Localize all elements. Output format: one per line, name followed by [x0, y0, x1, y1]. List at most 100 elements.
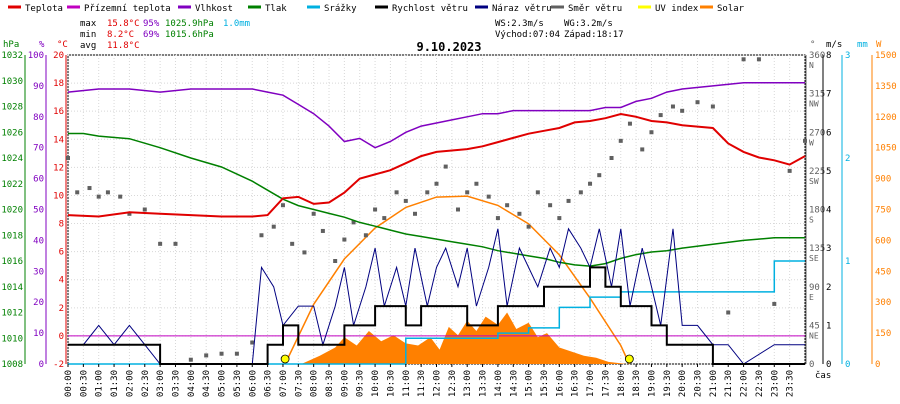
rain-axis-tick: 2: [845, 154, 850, 164]
x-tick-label: 07:30: [294, 370, 304, 397]
temp-axis-tick: 20: [53, 51, 64, 61]
x-tick-label: 12:00: [433, 370, 443, 397]
series-temperature: [67, 112, 806, 218]
direction-axis-dir-label: SW: [809, 177, 819, 186]
direction-axis-tick: 225: [809, 167, 825, 177]
legend-item: Přízemní teplota: [67, 4, 171, 14]
stats-min-label: min: [80, 30, 96, 40]
unit-w: W: [876, 40, 882, 50]
x-tick-label: 07:00: [279, 370, 289, 397]
temp-axis-tick: 2: [59, 304, 64, 314]
point-wind-direction: [486, 194, 491, 199]
point-wind-direction: [188, 357, 193, 362]
humidity-axis-tick: 10: [33, 329, 44, 339]
point-wind-direction: [756, 57, 761, 62]
x-tick-label: 22:00: [740, 370, 750, 397]
x-tick-label: 04:30: [202, 370, 212, 397]
x-tick-label: 06:30: [264, 370, 274, 397]
legend-item: Vlhkost: [178, 4, 233, 14]
x-tick-label: 21:30: [724, 370, 734, 397]
pressure-axis-tick: 1020: [1, 206, 23, 216]
x-tick-label: 20:30: [694, 370, 704, 397]
point-wind-direction: [373, 207, 378, 212]
x-axis-ticks: 00:00 00:30 01:00 01:30 02:00 02:30 03:00 03:30…: [64, 364, 796, 397]
point-wind-direction: [495, 216, 500, 221]
pressure-axis-tick: 1026: [1, 128, 23, 138]
x-tick-label: 18:00: [617, 370, 627, 397]
legend-label: Náraz větru: [492, 4, 552, 14]
solar-axis-tick: 0: [875, 360, 880, 370]
x-tick-label: 17:00: [586, 370, 596, 397]
solar-axis-tick: 300: [875, 298, 891, 308]
unit-degc: °C: [57, 40, 68, 50]
stats-min-temp: 8.2°C: [107, 30, 134, 40]
pressure-axis-tick: 1014: [1, 283, 23, 293]
temp-axis-tick: 6: [59, 248, 64, 258]
point-wind-direction: [302, 250, 307, 255]
chart-date-title: 9.10.2023: [416, 40, 481, 54]
legend-label: Solar: [717, 4, 745, 14]
point-wind-direction: [333, 259, 338, 263]
series-humidity: [67, 82, 805, 149]
point-wind-direction: [526, 224, 531, 229]
unit-time: čas: [815, 370, 831, 381]
point-wind-direction: [474, 181, 479, 186]
legend-label: Vlhkost: [195, 4, 233, 14]
wind-axis-tick: 2: [826, 283, 831, 293]
x-tick-label: 19:00: [647, 370, 657, 397]
direction-axis-dir-label: N: [809, 61, 814, 70]
legend-label: Směr větru: [568, 4, 622, 14]
x-tick-label: 15:30: [540, 370, 550, 397]
point-wind-direction: [351, 220, 356, 225]
legend-item: Teplota: [8, 4, 63, 14]
rain-axis-tick: 0: [845, 360, 850, 370]
point-wind-direction: [695, 100, 700, 105]
wind-axis-tick: 5: [826, 167, 831, 177]
x-tick-label: 16:30: [571, 370, 581, 397]
point-wind-direction: [311, 211, 316, 216]
point-wind-direction: [290, 241, 295, 246]
x-tick-label: 00:30: [79, 370, 89, 397]
wind-axis-tick: 8: [826, 51, 831, 61]
point-wind-direction: [394, 190, 399, 195]
stats-max-rain: 1.0mm: [223, 19, 250, 29]
x-tick-label: 13:00: [463, 370, 473, 397]
direction-axis-dir-label: W: [809, 138, 814, 147]
legend: Teplota Přízemní teplota Vlhkost Tlak Srážky…: [8, 4, 745, 14]
unit-pct: %: [39, 40, 45, 50]
series-rain: [68, 260, 805, 365]
point-wind-direction: [280, 203, 285, 208]
point-wind-direction: [803, 138, 807, 143]
x-tick-label: 16:00: [555, 370, 565, 397]
x-tick-label: 05:00: [218, 370, 228, 397]
point-wind-direction: [578, 190, 583, 195]
x-tick-label: 05:30: [233, 370, 243, 397]
x-tick-label: 18:30: [632, 370, 642, 397]
direction-axis-dir-label: NW: [809, 100, 819, 109]
point-wind-direction: [710, 104, 715, 109]
stats-avg-label: avg: [80, 41, 96, 51]
point-wind-direction: [66, 156, 70, 160]
temp-axis-tick: 16: [53, 107, 64, 117]
point-wind-direction: [741, 57, 746, 62]
stats-sunset: Západ:18:17: [564, 30, 624, 40]
x-tick-label: 08:00: [310, 370, 320, 397]
direction-axis-tick: 45: [809, 321, 820, 331]
pressure-axis-tick: 1010: [1, 334, 23, 344]
x-tick-label: 09:30: [356, 370, 366, 397]
rain-axis-tick: 1: [845, 257, 850, 267]
x-tick-label: 01:00: [95, 370, 105, 397]
x-tick-label: 15:00: [525, 370, 535, 397]
unit-deg: °: [810, 40, 815, 50]
point-wind-direction: [649, 130, 654, 135]
solar-axis-tick: 900: [875, 175, 891, 185]
point-wind-direction: [465, 190, 470, 195]
x-tick-label: 10:00: [371, 370, 381, 397]
legend-item: Tlak: [248, 4, 287, 14]
uv-marker: [280, 354, 290, 364]
x-tick-label: 08:30: [325, 370, 335, 397]
point-wind-direction: [142, 207, 147, 212]
point-wind-direction: [455, 207, 460, 212]
point-wind-direction: [105, 190, 110, 195]
point-wind-direction: [403, 198, 408, 203]
